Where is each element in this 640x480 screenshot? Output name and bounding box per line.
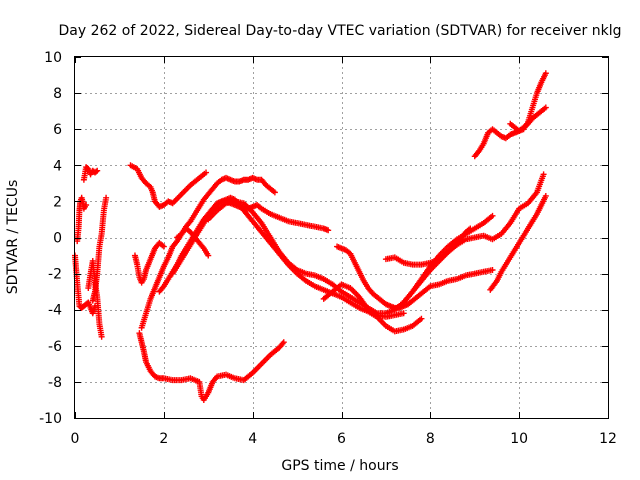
y-tick-labels: -10 -8 -6 -4 -2 0 2 4 6 8 10: [39, 50, 62, 427]
data-point: [489, 266, 496, 273]
y-tick-label: 0: [53, 231, 62, 247]
data-point: [93, 168, 100, 175]
series-arc-9: [138, 174, 278, 331]
y-tick-label: 6: [53, 122, 62, 138]
series-arc-12: [174, 225, 212, 259]
data-point: [271, 189, 278, 196]
y-tick-label: 8: [53, 86, 62, 102]
series-arc-1: [72, 252, 98, 317]
data-point: [542, 70, 549, 77]
series-arc-20: [487, 192, 549, 293]
y-axis-title: SDTVAR / TECUs: [5, 180, 21, 295]
x-tick-labels: 0 2 4 6 8 10 12: [71, 431, 617, 447]
data-point: [489, 212, 496, 219]
series-arc-5: [89, 194, 110, 304]
data-point: [83, 202, 90, 209]
data-point: [94, 167, 101, 174]
data-point: [280, 339, 287, 346]
y-tick-label: -8: [48, 375, 62, 391]
y-tick-label: -6: [48, 339, 62, 355]
series-arc-15: [320, 281, 407, 320]
series-arc-17: [391, 212, 496, 313]
y-tick-label: 10: [44, 50, 62, 66]
x-tick-label: 6: [337, 431, 346, 447]
y-tick-label: -4: [48, 303, 62, 319]
x-axis-title: GPS time / hours: [281, 458, 398, 474]
data-point: [542, 192, 549, 199]
plot-frame: [74, 56, 609, 419]
data-point: [160, 243, 167, 250]
data-point: [203, 169, 210, 176]
series-arc-19: [507, 70, 549, 135]
y-tick-label: 2: [53, 194, 62, 210]
data-point: [400, 310, 407, 317]
series-arc-3: [80, 164, 101, 183]
x-tick-label: 4: [248, 431, 257, 447]
x-tick-label: 0: [71, 431, 80, 447]
series-arc-6: [127, 162, 210, 210]
y-tick-label: -2: [48, 267, 62, 283]
y-tick-label: -10: [39, 411, 62, 427]
x-tick-label: 12: [599, 431, 617, 447]
data-point: [103, 194, 110, 201]
data-point: [325, 227, 332, 234]
x-tick-label: 8: [426, 431, 435, 447]
chart-title: Day 262 of 2022, Sidereal Day-to-day VTE…: [59, 23, 622, 39]
series-arc-14: [334, 243, 496, 311]
data-point: [205, 252, 212, 259]
x-tick-label: 2: [159, 431, 168, 447]
data-point: [540, 171, 547, 178]
data-point: [98, 333, 105, 340]
data-point: [418, 315, 425, 322]
x-tick-label: 10: [510, 431, 528, 447]
axis-ticks: [75, 57, 609, 419]
series-arc-7: [131, 239, 167, 286]
y-tick-label: 4: [53, 158, 62, 174]
series-arc-8: [136, 330, 287, 403]
data-point: [542, 104, 549, 111]
